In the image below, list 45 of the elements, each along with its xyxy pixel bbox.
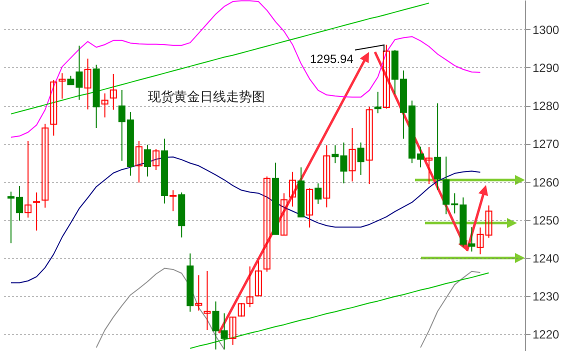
candlestick	[110, 73, 117, 110]
candlestick	[280, 192, 288, 236]
candlestick	[314, 182, 322, 204]
annotation: 1295.94	[310, 52, 354, 66]
candlestick	[144, 144, 151, 177]
candlestick	[263, 176, 270, 272]
candlestick	[195, 274, 202, 312]
candlestick	[306, 188, 314, 228]
candlestick	[204, 270, 211, 331]
candlestick	[289, 171, 296, 208]
y-tick-label: 1220	[532, 328, 560, 342]
line-series	[10, 0, 481, 138]
candlestick	[434, 102, 442, 190]
candlestick	[229, 316, 236, 346]
candlestick	[24, 140, 32, 218]
candlestick	[135, 140, 142, 184]
text: 现货黄金日线走势图	[148, 90, 265, 105]
candlestick	[152, 148, 160, 170]
candlestick	[476, 227, 484, 255]
y-tick-label: 1300	[532, 22, 560, 37]
candlestick	[42, 123, 49, 208]
line-series	[190, 272, 490, 349]
candlestick	[485, 204, 492, 238]
candlestick	[357, 142, 364, 176]
candlestick	[101, 92, 108, 118]
candlestick	[33, 192, 40, 232]
candlestick	[50, 80, 58, 136]
candlestick	[366, 106, 373, 185]
y-tick-label: 1230	[532, 290, 560, 304]
candlestick	[58, 72, 66, 100]
candlestick	[374, 91, 382, 114]
y-tick-label: 1280	[532, 99, 560, 114]
candlestick	[426, 146, 433, 185]
candlestick	[84, 58, 92, 110]
line-series	[10, 2, 430, 114]
y-tick-label: 1240	[532, 252, 560, 266]
y-tick-label: 1270	[532, 137, 560, 152]
y-tick-label: 1260	[532, 175, 560, 190]
candlestick	[348, 128, 356, 182]
y-tick-label: 1290	[532, 60, 560, 75]
candlestick	[323, 144, 330, 208]
candlestick	[382, 44, 390, 110]
candlestick	[254, 260, 262, 297]
candlestick	[170, 190, 177, 212]
y-tick-label: 1250	[532, 213, 560, 228]
